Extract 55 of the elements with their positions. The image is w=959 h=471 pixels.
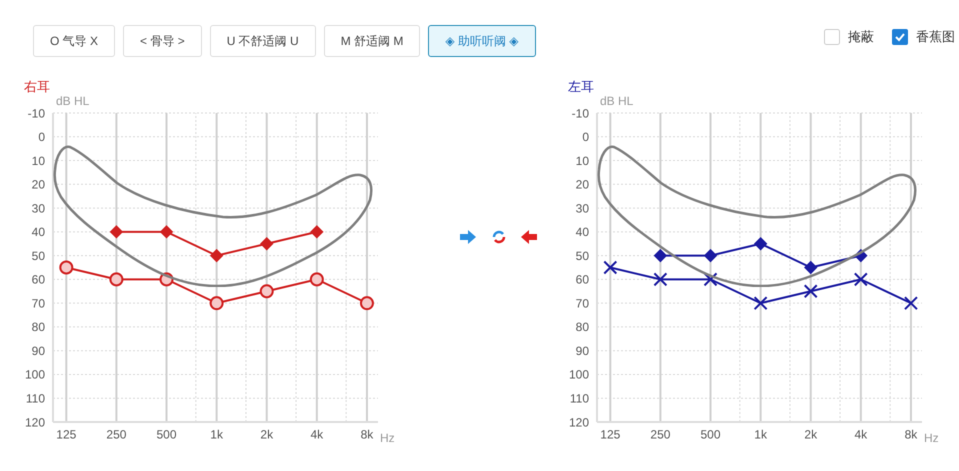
x-tick-label: 250 — [106, 428, 127, 442]
y-axis-title: dB HL — [56, 94, 90, 108]
y-tick-label: 110 — [570, 391, 590, 406]
y-tick-label: 20 — [576, 178, 590, 192]
y-tick-label: 60 — [576, 272, 590, 287]
y-tick-label: -10 — [572, 106, 590, 120]
x-tick-label: 4k — [854, 428, 868, 442]
x-tick-label: 500 — [156, 428, 177, 442]
y-tick-label: 0 — [582, 130, 590, 144]
y-tick-label: 80 — [576, 320, 590, 334]
y-tick-label: 40 — [32, 225, 46, 240]
y-tick-label: 0 — [38, 130, 46, 144]
y-tick-label: 70 — [32, 296, 46, 310]
y-tick-label: -10 — [28, 106, 46, 120]
x-axis-title: Hz — [380, 431, 395, 445]
y-tick-label: 90 — [32, 344, 46, 358]
x-tick-label: 8k — [904, 428, 918, 442]
x-tick-label: 125 — [600, 428, 621, 442]
text: 掩蔽 — [848, 28, 874, 46]
y-tick-label: 40 — [576, 225, 590, 240]
text: ◈ 助听听阈 ◈ — [428, 25, 536, 57]
x-tick-label: 1k — [754, 428, 768, 442]
y-tick-label: 110 — [26, 391, 46, 406]
y-tick-label: 10 — [576, 154, 590, 168]
y-tick-label: 30 — [576, 201, 590, 216]
x-tick-label: 4k — [310, 428, 324, 442]
y-tick-label: 60 — [32, 272, 46, 287]
x-tick-label: 2k — [260, 428, 274, 442]
text: U 不舒适阈 U — [210, 25, 316, 57]
x-tick-label: 1k — [210, 428, 224, 442]
y-tick-label: 20 — [32, 178, 46, 192]
x-tick-label: 8k — [360, 428, 374, 442]
y-tick-label: 50 — [576, 248, 590, 263]
y-tick-label: 100 — [568, 368, 590, 382]
x-tick-label: 2k — [804, 428, 818, 442]
text: 香蕉图 — [916, 28, 955, 46]
y-tick-label: 10 — [32, 154, 46, 168]
y-tick-label: 70 — [576, 296, 590, 310]
chart-title: 左耳 — [568, 78, 594, 96]
y-tick-label: 100 — [24, 368, 46, 382]
x-tick-label: 500 — [700, 428, 721, 442]
y-tick-label: 50 — [32, 248, 46, 263]
y-tick-label: 30 — [32, 201, 46, 216]
y-tick-label: 120 — [568, 415, 590, 430]
x-axis-title: Hz — [924, 431, 939, 445]
y-tick-label: 80 — [32, 320, 46, 334]
text: < 骨导 > — [123, 25, 202, 57]
y-axis-title: dB HL — [600, 94, 634, 108]
x-tick-label: 250 — [650, 428, 671, 442]
text: M 舒适阈 M — [324, 25, 420, 57]
chart-title: 右耳 — [24, 78, 50, 96]
text: O 气导 X — [33, 25, 116, 57]
y-tick-label: 90 — [576, 344, 590, 358]
x-tick-label: 125 — [56, 428, 77, 442]
y-tick-label: 120 — [24, 415, 46, 430]
